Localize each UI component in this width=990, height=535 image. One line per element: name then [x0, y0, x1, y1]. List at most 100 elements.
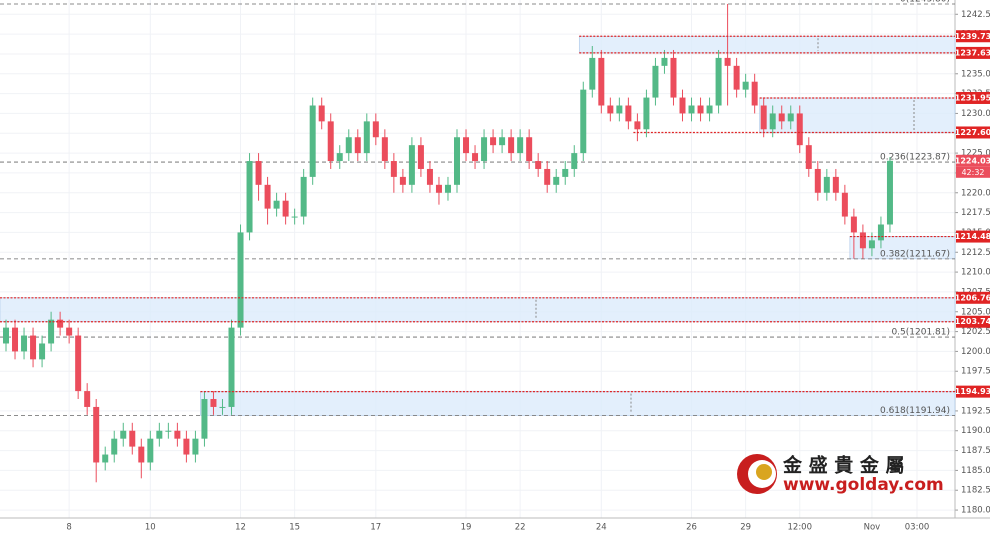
y-tick-label: 1200.00	[961, 347, 990, 357]
candle-body	[508, 137, 515, 154]
candle-body	[868, 240, 875, 249]
candle-body	[589, 57, 596, 90]
price-label: 1231.95	[955, 93, 990, 102]
candle-body	[255, 161, 262, 185]
candle-body	[309, 105, 316, 177]
candle-body	[84, 391, 91, 407]
candle-body	[156, 430, 163, 439]
candle-body	[715, 57, 722, 106]
candle-body	[30, 335, 37, 360]
candle-body	[535, 161, 542, 169]
candle-body	[742, 81, 749, 90]
candle-body	[219, 406, 226, 408]
candle-body	[814, 168, 821, 193]
candle-body	[426, 168, 433, 185]
candle-body	[327, 121, 334, 162]
last-price-label: 1224.03	[955, 156, 990, 165]
candle-body	[372, 121, 379, 138]
candle-body	[318, 105, 325, 122]
price-label: 1237.63	[955, 48, 990, 57]
zone	[0, 297, 956, 323]
candle-body	[526, 137, 533, 162]
candle-body	[499, 137, 506, 146]
y-tick-label: 1220.00	[961, 188, 990, 198]
candle-body	[192, 438, 199, 455]
candle-body	[850, 216, 857, 233]
candle-body	[652, 65, 659, 98]
x-tick-label: 22	[515, 523, 526, 533]
candle-body	[661, 57, 668, 66]
fib-label: 0.618(1191.94)	[880, 406, 950, 416]
candle-body	[120, 430, 127, 439]
y-tick-label: 1192.50	[961, 406, 990, 416]
fib-label: 0.5(1201.81)	[891, 328, 950, 338]
candle-body	[859, 232, 866, 249]
candle-body	[733, 65, 740, 90]
candle-body	[3, 327, 9, 344]
candle-body	[390, 161, 397, 177]
candle-body	[363, 121, 370, 154]
candle-body	[282, 200, 289, 217]
price-label-box	[956, 385, 990, 398]
candle-body	[111, 438, 118, 455]
candle-body	[93, 406, 100, 463]
candle-body	[553, 176, 560, 185]
logo-url: www.golday.com	[783, 475, 944, 495]
candle-body	[228, 327, 235, 407]
price-label-box	[956, 230, 990, 243]
candle-body	[336, 153, 343, 162]
candle-body	[408, 145, 415, 185]
candle-body	[688, 105, 695, 114]
countdown-box	[956, 166, 990, 178]
candle-body	[129, 430, 136, 447]
candle-body	[580, 89, 587, 154]
x-tick-label: 8	[66, 523, 71, 533]
candle-body	[643, 97, 650, 130]
candle-body	[724, 57, 731, 66]
candle-body	[607, 105, 614, 114]
candle-body	[444, 184, 451, 193]
fib-label: 0.382(1211.67)	[880, 249, 950, 259]
price-label: 1239.73	[955, 32, 990, 41]
candle-body	[670, 57, 677, 98]
candle-body	[751, 81, 758, 106]
price-label-box	[956, 126, 990, 139]
candle-body	[300, 176, 307, 217]
candle-body	[417, 145, 424, 169]
x-tick-label: 19	[461, 523, 472, 533]
x-tick-label: 12	[235, 523, 246, 533]
candle-body	[490, 137, 497, 146]
logo-name: 金 盛 貴 金 屬	[782, 454, 904, 477]
y-tick-label: 1217.50	[961, 208, 990, 218]
candle-body	[679, 97, 686, 114]
y-tick-label: 1212.50	[961, 248, 990, 258]
candle-body	[472, 153, 479, 162]
candle-body	[571, 153, 578, 169]
y-tick-label: 1202.50	[961, 327, 990, 337]
zone	[200, 391, 956, 416]
candle-body	[562, 168, 569, 177]
candle-body	[886, 160, 893, 225]
y-tick-label: 1205.00	[961, 307, 990, 317]
x-tick-label: 12:00	[788, 523, 813, 533]
y-tick-label: 1235.00	[961, 69, 990, 79]
candle-body	[201, 399, 208, 439]
candle-body	[399, 176, 406, 185]
fib-label: 0(1243.80)	[900, 0, 950, 4]
price-label: 1206.76	[955, 293, 990, 302]
candle-body	[625, 105, 632, 122]
price-label-box	[956, 291, 990, 304]
y-tick-label: 1225.00	[961, 149, 990, 159]
price-label: 1227.60	[955, 128, 990, 137]
countdown-label: 42:32	[961, 168, 984, 177]
y-tick-label: 1197.50	[961, 367, 990, 377]
y-tick-label: 1230.00	[961, 109, 990, 119]
candle-body	[291, 216, 298, 218]
candle-body	[354, 137, 361, 154]
candle-body	[264, 184, 271, 209]
candle-body	[435, 184, 442, 193]
candle-body	[174, 430, 181, 439]
x-tick-label: 29	[740, 523, 751, 533]
y-tick-label: 1187.50	[961, 446, 990, 456]
